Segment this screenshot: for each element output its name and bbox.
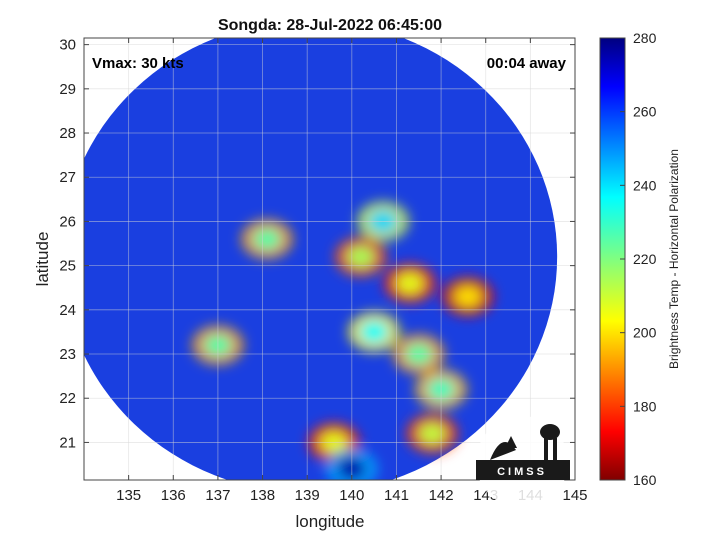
x-tick-label: 142 [429, 487, 454, 504]
feature-core [253, 228, 282, 251]
colorbar-tick-label: 220 [633, 251, 657, 267]
y-tick-label: 28 [59, 125, 76, 142]
grid-lines [84, 38, 575, 480]
colorbar-tick-label: 200 [633, 325, 657, 341]
colorbar-ticks: 160 180 200 220 240 260 280 [620, 30, 657, 488]
x-tick-label: 138 [250, 487, 275, 504]
y-tick-label: 24 [59, 302, 76, 319]
swath-disk [84, 38, 558, 480]
y-tick-label: 25 [59, 258, 76, 275]
colorbar-label: Brightness Temp - Horizontal Polarizatio… [667, 149, 681, 369]
axes-frame [83, 37, 576, 481]
colorbar-tick-label: 280 [633, 30, 657, 46]
vmax-label: Vmax: 30 kts [92, 55, 184, 72]
feature-core [453, 285, 482, 308]
y-axis-label: latitude [33, 232, 52, 287]
y-tick-label: 23 [59, 346, 76, 363]
x-tick-label: 141 [384, 487, 409, 504]
colorbar-tick-label: 260 [633, 104, 657, 120]
x-tick-label: 137 [205, 487, 230, 504]
x-axis-label: longitude [295, 512, 364, 531]
y-tick-label: 21 [59, 434, 76, 451]
y-ticks: 21 22 23 24 25 26 27 28 29 30 [59, 37, 575, 451]
y-tick-label: 27 [59, 169, 76, 186]
y-tick-label: 30 [59, 37, 76, 54]
cimss-logo-text: CIMSS [497, 466, 547, 478]
x-tick-label: 140 [339, 487, 364, 504]
brightness-temperature-map [84, 38, 558, 480]
feature-core [395, 272, 424, 295]
feature-core [418, 422, 447, 445]
feature-core [346, 245, 375, 268]
colorbar: 160 180 200 220 240 260 280 Brightness Temp - … [599, 30, 681, 488]
colorbar-tick-label: 160 [633, 472, 657, 488]
y-tick-label: 26 [59, 213, 76, 230]
colorbar-tick-label: 180 [633, 398, 657, 414]
time-away-label: 00:04 away [487, 55, 567, 72]
y-tick-label: 22 [59, 390, 76, 407]
cimss-logo: CIMSS [476, 416, 570, 508]
x-tick-label: 139 [295, 487, 320, 504]
colorbar-tick-label: 240 [633, 177, 657, 193]
y-tick-label: 29 [59, 81, 76, 98]
x-tick-label: 136 [161, 487, 186, 504]
feature-core [360, 320, 389, 343]
x-tick-label: 145 [562, 487, 587, 504]
figure-title: Songda: 28-Jul-2022 06:45:00 [218, 17, 442, 34]
x-tick-label: 135 [116, 487, 141, 504]
